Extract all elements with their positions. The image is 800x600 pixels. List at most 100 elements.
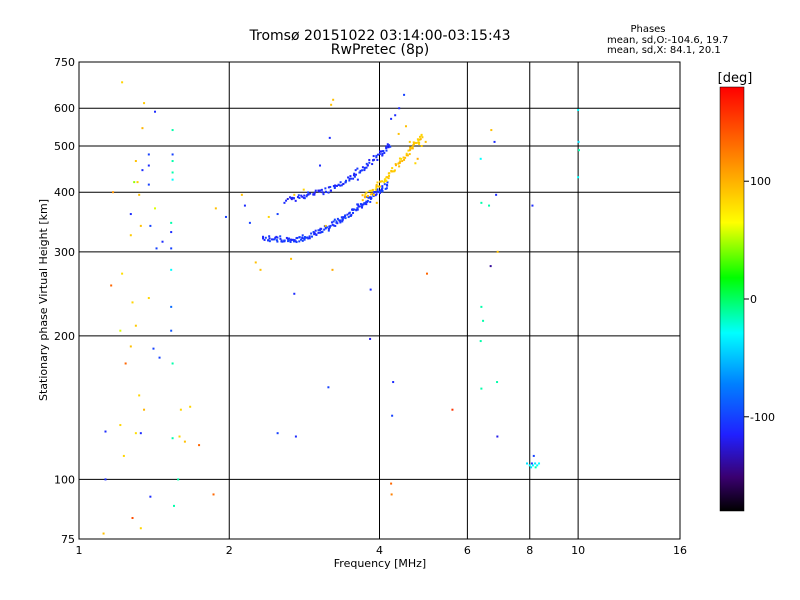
trace-point (371, 188, 374, 191)
trace-point (407, 149, 410, 152)
trace-point (298, 240, 301, 243)
trace-point (344, 217, 347, 220)
trace-point (375, 156, 378, 159)
trace-point (383, 151, 386, 154)
echo-point (112, 191, 115, 194)
trace-point (313, 191, 316, 194)
trace-point (352, 174, 355, 177)
trace-point (409, 146, 412, 149)
trace-point (378, 185, 381, 188)
trace-point (369, 193, 372, 196)
trace-point (412, 142, 415, 145)
chart-title: Tromsø 20151022 03:14:00-03:15:43 (249, 28, 511, 44)
trace-point (305, 195, 308, 198)
echo-point (131, 517, 134, 520)
trace-point (412, 141, 415, 144)
y-tick-label: 600 (54, 102, 75, 115)
echo-point (276, 213, 279, 216)
trace-point (377, 185, 380, 188)
trace-point (415, 142, 418, 145)
trace-point (323, 228, 326, 231)
x-axis-label: Frequency [MHz] (334, 557, 426, 570)
echo-point (356, 178, 359, 181)
trace-point (279, 235, 282, 238)
trace-point (361, 166, 364, 169)
x-tick-label: 6 (464, 544, 471, 557)
trace-point (293, 239, 296, 242)
echo-point (155, 247, 158, 250)
trace-point (384, 187, 387, 190)
trace-point (275, 235, 278, 238)
trace-point (408, 153, 411, 156)
trace-point (317, 231, 320, 234)
echo-point (531, 204, 534, 207)
trace-point (366, 200, 369, 203)
echo-point (394, 114, 397, 117)
trace-point (380, 188, 383, 191)
trace-point (352, 177, 355, 180)
echo-point (124, 362, 127, 365)
y-axis-ticks: 75 100 200 300 400 500 600 750 (54, 56, 75, 546)
trace-point (360, 205, 363, 208)
trace-point (398, 161, 401, 164)
trace-point (304, 236, 307, 239)
trace-point (387, 177, 390, 180)
colorbar (719, 86, 745, 512)
trace-point (318, 190, 321, 193)
trace-point (264, 236, 267, 239)
echo-point (489, 265, 492, 268)
echo-point (170, 305, 173, 308)
echo-point (139, 432, 142, 435)
echo-point (480, 201, 483, 204)
trace-point (359, 169, 362, 172)
echo-point (143, 102, 146, 105)
echo-point (283, 201, 286, 204)
y-tick-label: 500 (54, 140, 75, 153)
echo-point (152, 347, 155, 350)
echo-point (141, 169, 144, 172)
trace-point (294, 199, 297, 202)
trace-point (290, 197, 293, 200)
trace-point (379, 180, 382, 183)
echo-point (420, 144, 423, 147)
trace-point (363, 166, 366, 169)
trace-point (276, 236, 279, 239)
echo-point (171, 153, 174, 156)
trace-point (309, 192, 312, 195)
trace-point (283, 239, 286, 242)
echo-point (171, 171, 174, 174)
legend-entry-x: mean, sd,X: 84.1, 20.1 (607, 45, 721, 56)
trace-point (375, 185, 378, 188)
trace-point (303, 237, 306, 240)
trace-point (320, 188, 323, 191)
trace-point (358, 205, 361, 208)
echo-point (189, 405, 192, 408)
echo-point (240, 193, 243, 196)
echo-point (171, 178, 174, 181)
trace-point (327, 229, 330, 232)
trace-point (295, 241, 298, 244)
echo-point (154, 110, 157, 113)
echo-point (121, 272, 124, 275)
trace-point (391, 170, 394, 173)
echo-point (267, 215, 270, 218)
trace-point (314, 229, 317, 232)
trace-point (308, 235, 311, 238)
trace-point (300, 194, 303, 197)
echo-point (212, 493, 215, 496)
trace-point (412, 144, 415, 147)
trace-point (263, 238, 266, 241)
echo-point (577, 140, 580, 143)
trace-point (418, 138, 421, 141)
trace-point (405, 152, 408, 155)
echo-point (530, 466, 533, 469)
trace-point (394, 163, 397, 166)
trace-point (355, 173, 358, 176)
colorbar-tick-label: -100 (750, 411, 775, 424)
trace-point (385, 146, 388, 149)
trace-point (301, 234, 304, 237)
trace-point (312, 193, 315, 196)
trace-point (290, 198, 293, 201)
echo-point (526, 462, 529, 465)
trace-point (335, 221, 338, 224)
